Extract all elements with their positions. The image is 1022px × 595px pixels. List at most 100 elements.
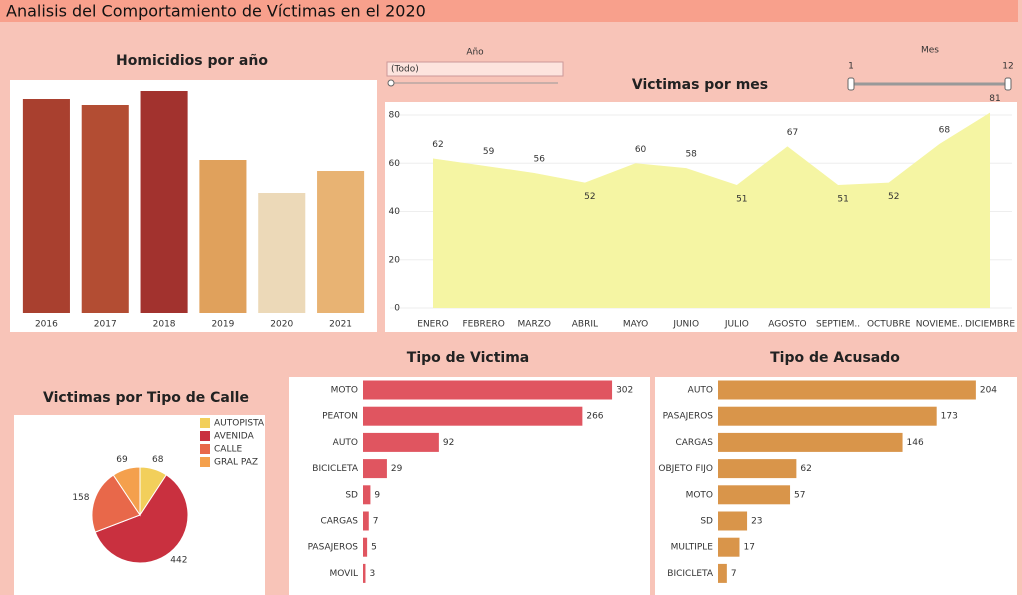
bar <box>199 160 247 313</box>
x-tick-label: FEBRERO <box>462 320 504 330</box>
data-label: 51 <box>736 195 747 205</box>
data-label: 158 <box>72 493 89 503</box>
chart-title: Homicidios por año <box>116 53 268 69</box>
legend-swatch <box>200 431 210 441</box>
x-tick-label: MARZO <box>518 320 551 330</box>
data-label: 52 <box>584 192 595 202</box>
x-tick-label: MAYO <box>623 320 648 330</box>
y-tick-label: MOVIL <box>329 569 358 579</box>
x-tick-label: NOVIEME.. <box>916 320 963 330</box>
data-label: 5 <box>371 543 377 553</box>
bar <box>363 406 583 426</box>
y-tick-label: SD <box>700 517 713 527</box>
legend-label: AUTOPISTA <box>214 419 265 429</box>
bar <box>718 511 748 531</box>
header-bar <box>0 0 1018 22</box>
y-tick-label: BICICLETA <box>667 569 714 579</box>
y-tick-label: PASAJEROS <box>663 412 714 422</box>
y-tick-label: MOTO <box>331 386 358 396</box>
bar <box>718 485 791 505</box>
legend-swatch <box>200 457 210 467</box>
chart-title: Victimas por Tipo de Calle <box>43 390 249 406</box>
chart-title: Tipo de Victima <box>407 350 529 366</box>
x-tick-label: 2020 <box>270 320 293 330</box>
data-label: 9 <box>374 490 380 500</box>
data-label: 81 <box>989 94 1000 104</box>
y-tick-label: PASAJEROS <box>308 543 359 553</box>
chart-title: Victimas por mes <box>632 77 768 93</box>
slider-handle[interactable] <box>387 79 395 87</box>
y-tick-label: SD <box>345 490 358 500</box>
y-tick-label: CARGAS <box>675 438 713 448</box>
data-label: 69 <box>116 455 128 465</box>
area <box>433 112 990 308</box>
bar <box>81 105 129 313</box>
y-tick-label: 20 <box>389 255 401 265</box>
data-label: 7 <box>731 569 737 579</box>
slider-max: 12 <box>1002 62 1013 72</box>
legend-label: AVENIDA <box>214 432 255 442</box>
bar <box>363 537 368 557</box>
y-tick-label: PEATON <box>322 412 358 422</box>
x-tick-label: OCTUBRE <box>867 320 911 330</box>
data-label: 58 <box>685 150 697 160</box>
slider-min: 1 <box>848 62 854 72</box>
data-label: 56 <box>534 154 546 164</box>
bar <box>363 511 369 531</box>
slider-handle[interactable] <box>847 77 855 91</box>
x-tick-label: 2017 <box>94 320 117 330</box>
y-tick-label: AUTO <box>688 386 713 396</box>
bar <box>363 563 366 583</box>
bar <box>363 485 371 505</box>
data-label: 29 <box>391 464 403 474</box>
year-dropdown[interactable] <box>386 61 564 77</box>
y-tick-label: 60 <box>389 159 401 169</box>
x-tick-label: ABRIL <box>572 320 598 330</box>
y-tick-label: 40 <box>389 207 401 217</box>
x-tick-label: 2016 <box>35 320 58 330</box>
data-label: 68 <box>939 126 951 136</box>
y-tick-label: MULTIPLE <box>671 543 714 553</box>
data-label: 204 <box>980 386 997 396</box>
pie-slice <box>94 474 189 564</box>
data-label: 146 <box>907 438 924 448</box>
x-tick-label: 2019 <box>211 320 234 330</box>
data-label: 302 <box>616 386 633 396</box>
pie-slice <box>91 474 141 533</box>
bar <box>363 459 387 479</box>
x-tick-label: DICIEMBRE <box>965 320 1015 330</box>
bar <box>718 406 937 426</box>
data-label: 173 <box>941 412 958 422</box>
bar <box>718 380 976 400</box>
y-tick-label: 0 <box>394 304 400 314</box>
bar <box>258 193 306 313</box>
y-tick-label: 80 <box>389 111 401 121</box>
panel <box>10 80 377 332</box>
slider-handle[interactable] <box>1004 77 1012 91</box>
data-label: 51 <box>837 195 848 205</box>
chart-title: Tipo de Acusado <box>770 350 900 366</box>
x-tick-label: SEPTIEM.. <box>816 320 860 330</box>
legend-swatch <box>200 444 210 454</box>
bar <box>22 99 70 313</box>
bar <box>363 380 613 400</box>
data-label: 68 <box>152 455 164 465</box>
data-label: 442 <box>170 556 187 566</box>
bar <box>718 537 740 557</box>
filter-label: Mes <box>921 46 939 56</box>
y-tick-label: AUTO <box>333 438 358 448</box>
data-label: 62 <box>432 140 443 150</box>
y-tick-label: CARGAS <box>320 517 358 527</box>
data-label: 3 <box>369 569 375 579</box>
dropdown-value: (Todo) <box>391 65 419 75</box>
filter-label: Año <box>466 48 484 58</box>
y-tick-label: MOTO <box>686 490 713 500</box>
x-tick-label: AGOSTO <box>768 320 806 330</box>
pie-slice <box>112 466 141 517</box>
bar <box>718 563 727 583</box>
y-tick-label: OBJETO FIJO <box>658 464 713 474</box>
x-tick-label: ENERO <box>417 320 448 330</box>
data-label: 52 <box>888 192 899 202</box>
bar <box>140 91 188 313</box>
